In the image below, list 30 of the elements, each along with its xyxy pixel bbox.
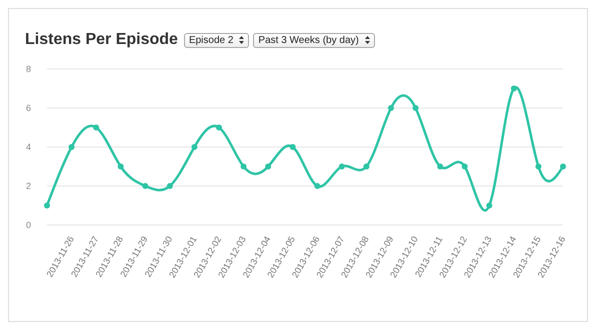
point <box>44 202 50 208</box>
point <box>338 164 345 170</box>
text: Past 3 Weeks (by day) <box>258 34 359 46</box>
point <box>216 124 222 130</box>
chart-title: Listens Per Episode <box>25 31 178 49</box>
point <box>265 164 272 170</box>
point <box>93 124 100 130</box>
point <box>560 164 566 170</box>
point <box>486 202 492 208</box>
point <box>412 105 419 111</box>
point <box>314 183 320 189</box>
y-tick-label: 2 <box>26 181 31 192</box>
y-tick-label: 0 <box>26 220 31 230</box>
y-tick-label: 6 <box>26 103 31 114</box>
point <box>363 164 370 170</box>
point <box>462 164 468 170</box>
point <box>118 164 124 170</box>
y-tick-label: 4 <box>26 142 31 152</box>
point <box>68 144 75 150</box>
point <box>290 144 296 150</box>
y-tick-label: 8 <box>26 64 31 74</box>
text: Episode 2 <box>188 34 234 46</box>
point <box>166 183 173 189</box>
point <box>437 164 444 170</box>
point <box>510 86 517 92</box>
point <box>535 164 542 170</box>
point <box>142 183 148 189</box>
point <box>191 144 198 150</box>
point <box>388 105 394 111</box>
point <box>240 164 247 170</box>
